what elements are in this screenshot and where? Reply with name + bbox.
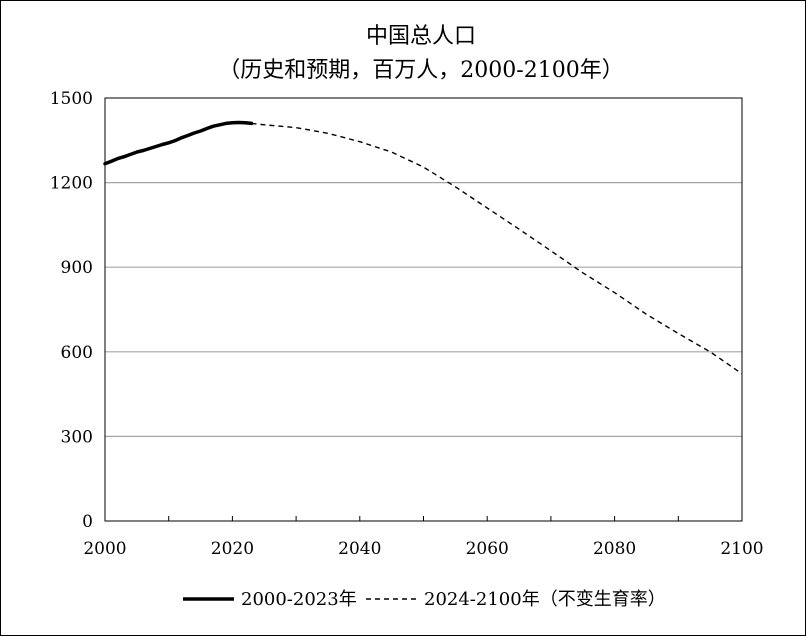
plot-area-border xyxy=(104,97,743,522)
legend-label-1: 2000-2023年 xyxy=(241,589,357,610)
y-tick-label: 1200 xyxy=(50,174,93,194)
y-tick-label: 600 xyxy=(61,343,93,363)
x-tick-label: 2020 xyxy=(211,539,254,559)
axis-ticks: 0 300 600 900 1200 1500 2000 2020 2040 2060 2080 21… xyxy=(50,89,764,559)
x-tick-label: 2040 xyxy=(338,539,381,559)
series-line-1 xyxy=(103,120,254,166)
x-tick-label: 2100 xyxy=(720,539,763,559)
y-tick-label: 1500 xyxy=(50,89,93,109)
x-tick-label: 2060 xyxy=(466,539,509,559)
x-tick-label: 2000 xyxy=(83,539,126,559)
legend: 2000-2023年 2024-2100年（不变生育率） xyxy=(183,589,666,610)
chart-title: 中国总人口 xyxy=(366,24,476,49)
series-lines xyxy=(103,120,743,375)
y-tick-label: 900 xyxy=(61,258,93,278)
y-tick-label: 300 xyxy=(61,427,93,447)
grid-lines xyxy=(105,182,742,437)
series-line-2 xyxy=(251,122,743,375)
x-tick-label: 2080 xyxy=(593,539,636,559)
legend-label-2: 2024-2100年（不变生育率） xyxy=(424,589,666,610)
y-tick-label: 0 xyxy=(82,512,93,532)
chart-subtitle: （历史和预期，百万人，2000-2100年） xyxy=(218,58,623,83)
